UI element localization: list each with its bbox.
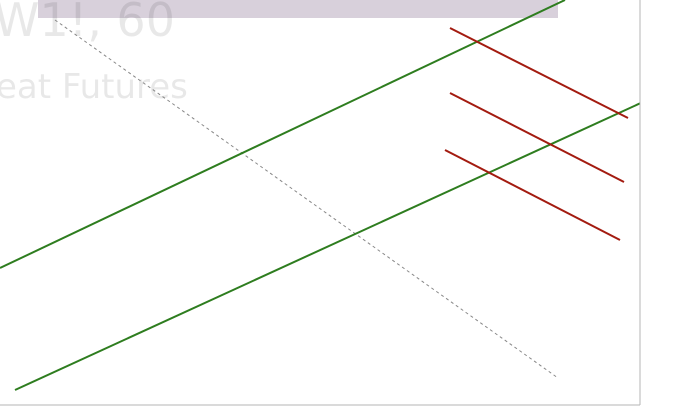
watermark-description: eat Futures xyxy=(0,67,188,107)
drawings xyxy=(0,0,680,391)
channel-line xyxy=(449,27,629,119)
fib-top-band xyxy=(38,0,558,18)
trend-line xyxy=(0,0,566,269)
channel-line xyxy=(449,92,625,183)
trend-line xyxy=(14,84,680,391)
fib-trendline xyxy=(54,19,559,379)
watermark-symbol: W1!, 60 xyxy=(0,0,175,47)
channel-line xyxy=(444,149,621,241)
price-axis xyxy=(640,0,680,416)
